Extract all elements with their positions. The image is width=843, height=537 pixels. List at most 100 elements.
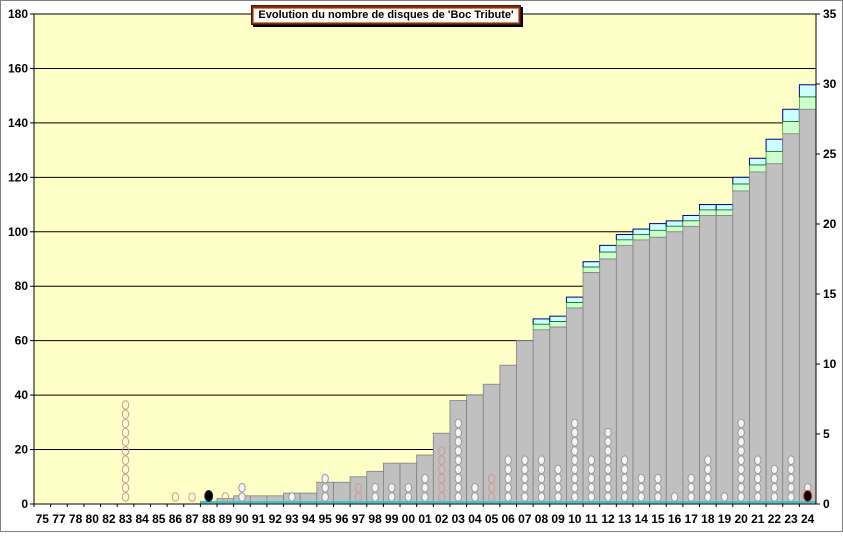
disc-icon	[188, 492, 196, 502]
bar-segment-green	[566, 302, 584, 309]
bar-segment-green	[616, 239, 634, 246]
disc-icon	[121, 437, 130, 447]
y-tick-label: 0	[21, 497, 28, 511]
bar	[749, 171, 767, 505]
x-tick-label: 18	[701, 512, 715, 526]
x-tick-label: 02	[435, 512, 449, 526]
bar-segment-green	[549, 321, 567, 328]
disc-icon	[587, 473, 596, 484]
y2-tick-label: 35	[823, 7, 837, 21]
disc-icon	[537, 483, 546, 493]
disc-icon	[554, 492, 562, 502]
x-tick-label: 09	[551, 512, 565, 526]
disc-icon	[521, 473, 529, 484]
y-tick-label: 180	[8, 7, 28, 21]
disc-icon	[737, 418, 745, 429]
disc-icon	[754, 483, 762, 493]
disc-icon	[371, 483, 379, 493]
disc-icon	[604, 455, 612, 466]
disc-icon	[437, 455, 446, 466]
bar-baseline	[583, 501, 600, 503]
disc-icon	[770, 483, 779, 493]
disc-icon	[571, 492, 579, 502]
bar-baseline	[366, 501, 384, 503]
disc-icon	[754, 455, 762, 466]
x-tick-label: 13	[618, 512, 632, 526]
y-tick-label: 100	[8, 225, 28, 239]
y-tick-label: 20	[15, 443, 29, 457]
bar-baseline	[466, 501, 484, 503]
disc-icon	[571, 418, 579, 429]
disc-icon	[454, 427, 462, 438]
disc-icon	[687, 483, 695, 493]
disc-icon	[537, 455, 546, 466]
x-tick-label: 11	[585, 512, 598, 526]
disc-icon	[471, 492, 479, 502]
x-tick-label: 96	[335, 512, 349, 526]
bar-baseline	[782, 501, 800, 503]
disc-icon	[704, 483, 712, 493]
bar-baseline	[483, 501, 500, 503]
disc-icon	[571, 464, 579, 475]
disc-icon	[554, 483, 562, 493]
bar-baseline	[632, 501, 650, 503]
disc-icon	[521, 492, 529, 502]
bar-baseline	[250, 501, 267, 503]
x-tick-label: 78	[69, 512, 83, 526]
disc-icon	[487, 483, 496, 493]
x-tick-label: 12	[601, 512, 615, 526]
disc-icon	[571, 427, 579, 438]
bar-baseline	[516, 501, 534, 503]
bar-baseline	[316, 501, 334, 503]
y2-tick-label: 10	[823, 357, 837, 371]
x-tick-label: 15	[651, 512, 665, 526]
x-tick-label: 03	[452, 512, 466, 526]
disc-icon	[654, 473, 662, 484]
disc-icon	[687, 492, 695, 502]
disc-icon	[371, 492, 379, 502]
bar-segment-green	[732, 183, 750, 192]
bar-baseline	[283, 501, 301, 503]
disc-icon	[504, 492, 512, 502]
bar-baseline	[200, 501, 218, 503]
x-tick-label: 97	[352, 512, 366, 526]
disc-icon	[321, 483, 329, 493]
bar-segment-green	[532, 324, 551, 331]
disc-icon	[604, 473, 612, 484]
bar-segment-green	[799, 96, 817, 110]
disc-icon	[454, 473, 462, 484]
bar	[765, 163, 784, 505]
bar-segment-green	[715, 209, 734, 216]
disc-icon	[737, 427, 745, 438]
bar-baseline	[383, 501, 401, 503]
x-tick-label: 77	[52, 512, 66, 526]
disc-icon	[454, 483, 462, 493]
bar-baseline	[616, 501, 633, 503]
disc-icon	[537, 464, 546, 475]
disc-icon	[670, 492, 679, 502]
bar-segment-blue	[549, 315, 567, 323]
disc-icon	[620, 455, 629, 466]
disc-icon	[637, 483, 645, 493]
x-tick-label: 23	[784, 512, 798, 526]
bar-segment-green	[632, 234, 650, 241]
disc-icon	[454, 455, 462, 466]
bar-baseline	[400, 501, 417, 503]
bar-baseline	[533, 501, 550, 503]
y2-tick-label: 25	[823, 147, 837, 161]
y-tick-label: 160	[8, 61, 28, 75]
bar-baseline	[699, 501, 717, 503]
disc-icon	[121, 400, 130, 410]
disc-icon	[604, 492, 612, 502]
bar-segment-blue	[599, 244, 617, 253]
bar-segment-blue	[765, 138, 784, 152]
bar-baseline	[766, 501, 783, 503]
disc-icon	[487, 473, 496, 484]
disc-icon	[587, 464, 596, 475]
disc-icon	[770, 492, 779, 502]
disc-icon	[238, 483, 246, 493]
bar-baseline	[749, 501, 767, 503]
bar-baseline	[682, 501, 700, 503]
y-tick-label: 120	[8, 170, 28, 184]
x-tick-label: 14	[635, 512, 649, 526]
